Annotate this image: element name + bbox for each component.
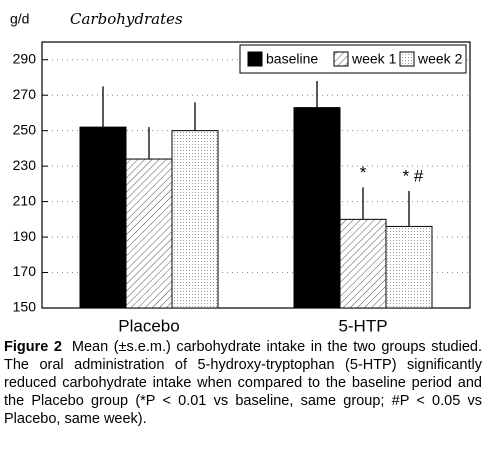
- annotation: * #: [403, 166, 424, 185]
- bar: [293, 107, 341, 309]
- y-tick-label: 250: [13, 121, 37, 137]
- legend-label: week 2: [417, 51, 463, 67]
- y-tick-label: 210: [13, 192, 37, 208]
- legend-label: baseline: [266, 51, 318, 67]
- bar: [125, 158, 173, 309]
- y-tick-label: 270: [13, 86, 37, 102]
- bar: [171, 130, 219, 309]
- bar: [385, 225, 433, 309]
- annotation: *: [360, 163, 367, 182]
- caption: Figure 2 Mean (±s.e.m.) carbohydrate inta…: [4, 338, 482, 428]
- legend-swatch: [399, 51, 415, 67]
- y-tick-label: 230: [13, 157, 37, 173]
- y-tick-label: 290: [13, 50, 37, 66]
- caption-text: Mean (±s.e.m.) carbohydrate intake in th…: [4, 339, 482, 427]
- bar: [339, 218, 387, 309]
- x-tick-label: 5-HTP: [338, 316, 387, 335]
- legend-box: [239, 44, 467, 74]
- legend-swatch: [333, 51, 349, 67]
- bar: [79, 126, 127, 309]
- chart: g/d Carbohydrates 150 170 190 210 230 250 270 2…: [10, 10, 471, 335]
- plot-frame: [41, 41, 471, 309]
- y-unit: g/d: [10, 11, 29, 27]
- legend-swatch: [247, 51, 263, 67]
- legend-label: week 1: [351, 51, 397, 67]
- y-label: Carbohydrates: [70, 10, 183, 28]
- caption-label: Figure 2: [4, 339, 62, 355]
- x-tick-label: Placebo: [118, 316, 179, 335]
- y-tick-label: 190: [13, 228, 37, 244]
- y-tick-label: 150: [13, 299, 37, 315]
- y-tick-label: 170: [13, 263, 37, 279]
